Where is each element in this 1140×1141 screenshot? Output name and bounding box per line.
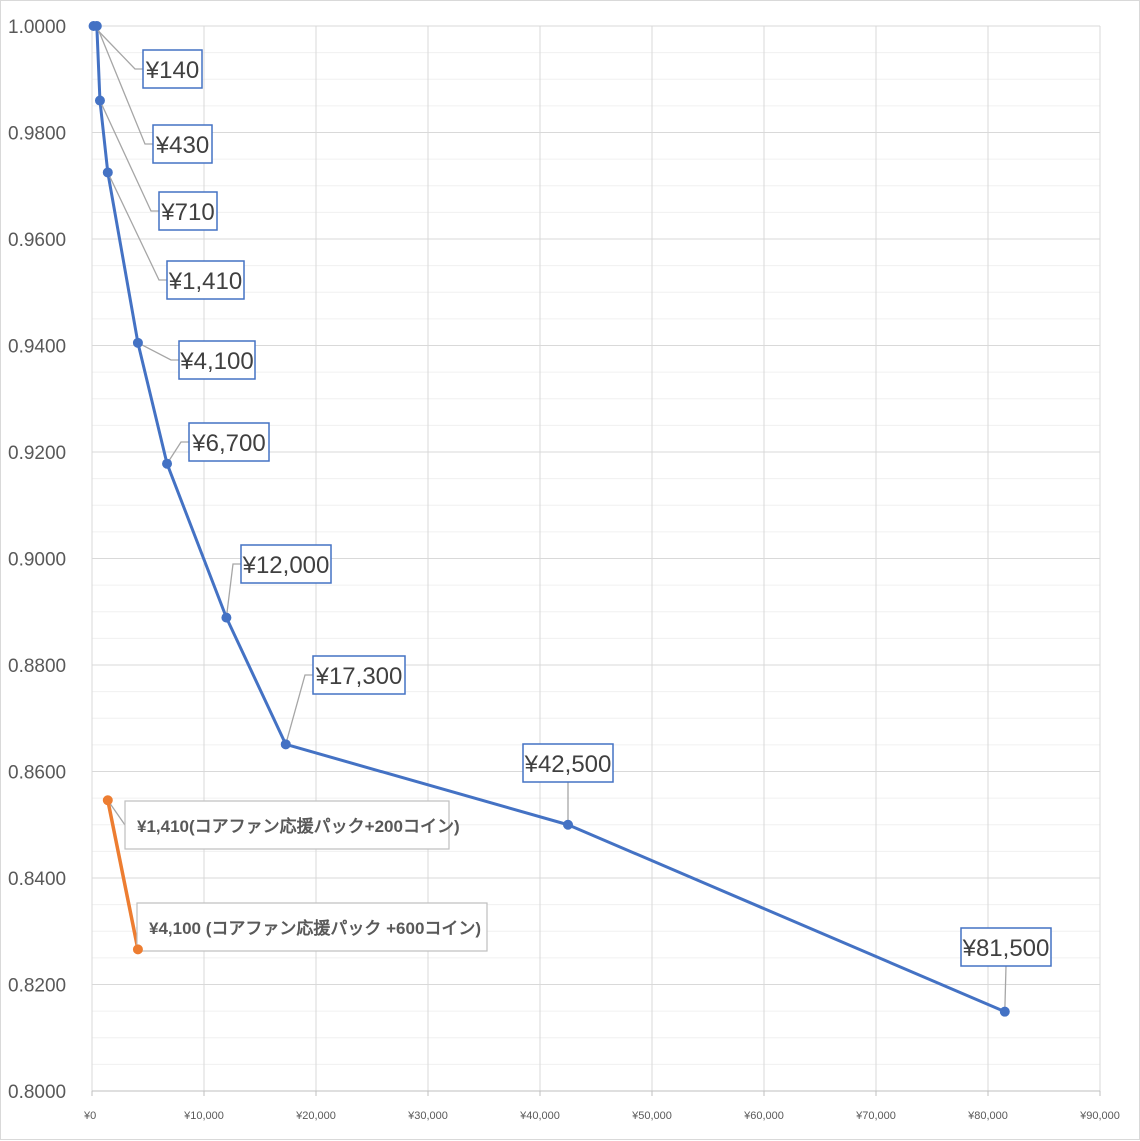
- data-point-main: [221, 612, 232, 623]
- leader-line: [225, 563, 241, 618]
- data-point-coins: [102, 795, 113, 806]
- data-label-box: [158, 191, 218, 231]
- data-label-box: [152, 124, 213, 164]
- data-label-box: [166, 260, 245, 300]
- data-point-coins: [132, 944, 143, 955]
- x-tick-label: ¥80,000: [967, 1110, 1008, 1122]
- y-tick-label: 1.0000: [8, 17, 66, 38]
- x-tick-label: ¥60,000: [743, 1110, 784, 1122]
- data-label: ¥4,100 (コアファン応援パック +600コイン): [149, 918, 481, 938]
- data-label-box: [522, 743, 614, 783]
- data-label: ¥81,500: [962, 935, 1050, 962]
- data-label: ¥430: [155, 132, 209, 159]
- y-tick-label: 0.9000: [8, 550, 66, 571]
- y-tick-label: 0.8600: [8, 763, 66, 784]
- series-line-main: [93, 24, 1006, 1014]
- y-tick-label: 0.8200: [8, 976, 66, 997]
- data-point-main: [280, 739, 291, 750]
- leader-line: [99, 100, 159, 212]
- y-tick-label: 0.9600: [8, 230, 66, 251]
- data-label-box: [142, 49, 203, 89]
- y-tick-label: 0.8400: [8, 869, 66, 890]
- data-point-main: [162, 458, 173, 469]
- y-tick-label: 0.8800: [8, 656, 66, 677]
- data-label: ¥12,000: [242, 552, 330, 579]
- data-label-box: [960, 927, 1052, 967]
- data-label: ¥1,410(コアファン応援パック+200コイン): [137, 816, 460, 836]
- leader-line: [107, 799, 126, 826]
- data-label-box: [240, 544, 332, 584]
- x-tick-label: ¥0: [83, 1110, 96, 1122]
- leader-line: [285, 674, 313, 745]
- data-label: ¥17,300: [315, 663, 403, 690]
- x-tick-label: ¥70,000: [855, 1110, 896, 1122]
- x-tick-label: ¥90,000: [1079, 1110, 1120, 1122]
- data-point-main: [132, 337, 143, 348]
- leader-line: [137, 342, 179, 361]
- data-point-main: [999, 1006, 1010, 1017]
- x-tick-label: ¥40,000: [519, 1110, 560, 1122]
- leader-line: [93, 25, 143, 70]
- leader-line: [166, 441, 189, 465]
- data-label: ¥6,700: [191, 430, 265, 457]
- leader-line: [107, 172, 167, 281]
- data-label-box: [188, 422, 270, 462]
- x-tick-label: ¥30,000: [407, 1110, 448, 1122]
- data-label: ¥4,100: [179, 348, 253, 375]
- data-label: ¥140: [145, 57, 199, 84]
- data-point-main: [563, 819, 573, 830]
- data-point-main: [91, 21, 102, 31]
- data-point-main: [94, 95, 105, 106]
- data-label: ¥42,500: [524, 751, 612, 778]
- series-line-coins: [106, 799, 140, 950]
- data-label-box: [136, 902, 488, 952]
- y-tick-label: 0.9400: [8, 337, 66, 358]
- data-label-box: [124, 800, 450, 850]
- y-tick-label: 0.9200: [8, 443, 66, 464]
- y-tick-label: 0.8000: [8, 1082, 66, 1103]
- leader-line: [96, 25, 153, 145]
- data-label-box: [178, 340, 256, 380]
- y-tick-label: 0.9800: [8, 124, 66, 145]
- leader-line: [1004, 965, 1007, 1012]
- x-tick-label: ¥20,000: [295, 1110, 336, 1122]
- data-label-box: [312, 655, 406, 695]
- data-label: ¥710: [160, 199, 214, 226]
- data-point-main: [102, 167, 113, 178]
- x-tick-label: ¥10,000: [183, 1110, 224, 1122]
- data-label: ¥1,410: [168, 268, 242, 295]
- x-tick-label: ¥50,000: [631, 1110, 672, 1122]
